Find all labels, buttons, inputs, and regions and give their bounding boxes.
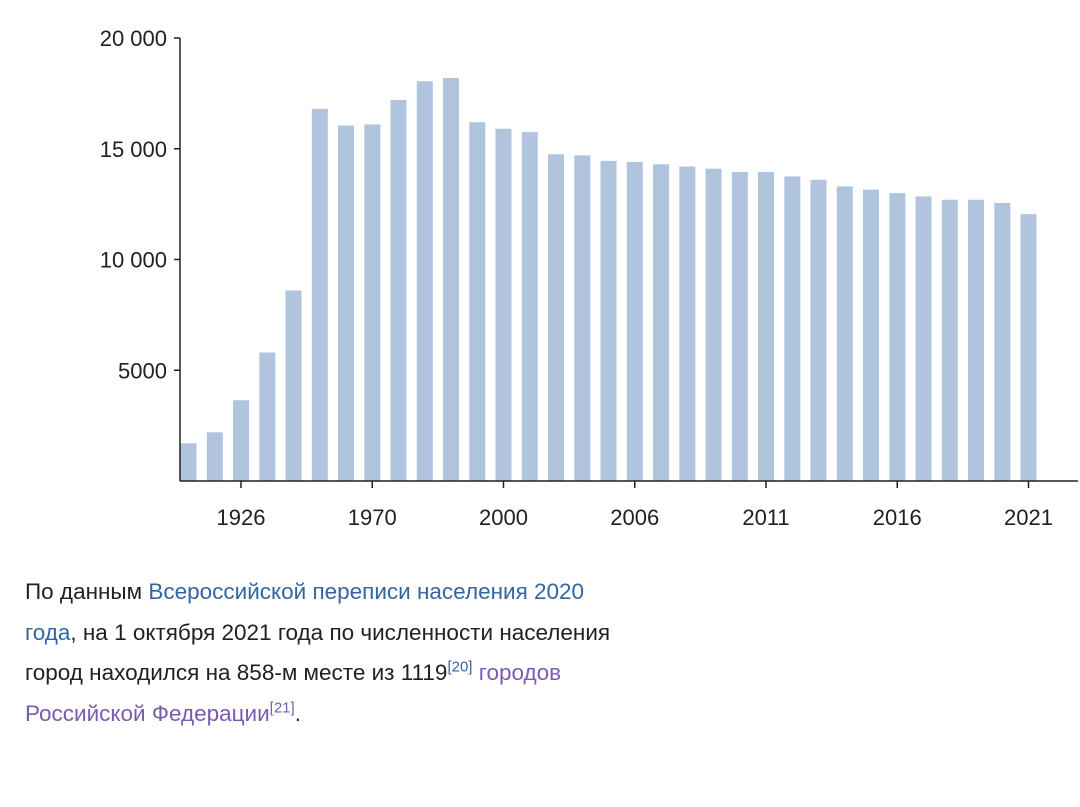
caption-text-1: По данным — [25, 579, 149, 604]
reference-20-link[interactable]: [20] — [447, 658, 473, 676]
caption-text-4: . — [294, 700, 301, 726]
bar — [206, 432, 223, 481]
x-tick-label: 2021 — [1004, 505, 1053, 530]
bar — [311, 108, 328, 482]
x-tick-label: 2011 — [742, 505, 789, 530]
reference-21[interactable]: [21] — [270, 699, 295, 716]
y-axis-ticks: 5000 10 000 15 000 20 000 — [100, 26, 180, 383]
bar — [364, 124, 381, 482]
bar — [810, 179, 827, 482]
bar — [574, 155, 591, 481]
bar — [941, 199, 958, 481]
bar — [758, 172, 774, 481]
bars-group — [180, 77, 1037, 482]
census-link[interactable]: Всероссийской переписи населения 2020 го… — [25, 579, 585, 645]
population-rank-caption: По данным Всероссийской переписи населен… — [25, 572, 625, 734]
y-tick-label: 5000 — [118, 358, 167, 383]
x-tick-label: 2016 — [873, 505, 922, 530]
bar — [416, 81, 433, 481]
bar — [889, 193, 906, 481]
bar — [653, 164, 669, 482]
bar — [469, 122, 486, 481]
y-tick-label: 20 000 — [100, 26, 167, 51]
bar — [784, 176, 801, 481]
bar — [705, 168, 722, 481]
caption-text-2: , на 1 октября 2021 года по численности … — [25, 619, 611, 686]
x-tick-label: 2000 — [479, 505, 528, 530]
bar — [338, 125, 354, 481]
population-bar-chart: 5000 10 000 15 000 20 000 1926 1970 2000 2006 2… — [100, 26, 1078, 530]
bar — [679, 166, 696, 481]
bar — [259, 352, 276, 481]
bar — [600, 160, 617, 481]
y-tick-label: 15 000 — [100, 137, 167, 162]
bar — [836, 186, 853, 481]
x-tick-label: 1926 — [217, 505, 266, 530]
bar — [180, 443, 197, 481]
bar — [521, 132, 538, 481]
reference-21-link[interactable]: [21] — [269, 699, 295, 716]
bar — [495, 128, 512, 482]
y-tick-label: 10 000 — [100, 248, 167, 273]
bar — [548, 154, 564, 482]
bar — [1020, 214, 1037, 481]
bar — [863, 189, 879, 481]
bar — [968, 199, 984, 481]
bar — [390, 100, 407, 481]
x-tick-label: 2006 — [610, 505, 659, 530]
bar — [994, 203, 1011, 481]
x-tick-label: 1970 — [348, 505, 397, 530]
bar — [915, 196, 932, 481]
x-axis-ticks: 1926 1970 2000 2006 2011 2016 2021 — [217, 481, 1053, 530]
bar — [233, 400, 249, 481]
reference-20[interactable]: [20] — [447, 659, 472, 676]
bar — [731, 172, 748, 481]
bar — [626, 162, 643, 481]
bar — [443, 77, 459, 482]
cities-link[interactable]: городов Российской Федерации — [25, 660, 562, 726]
bar — [285, 290, 302, 481]
